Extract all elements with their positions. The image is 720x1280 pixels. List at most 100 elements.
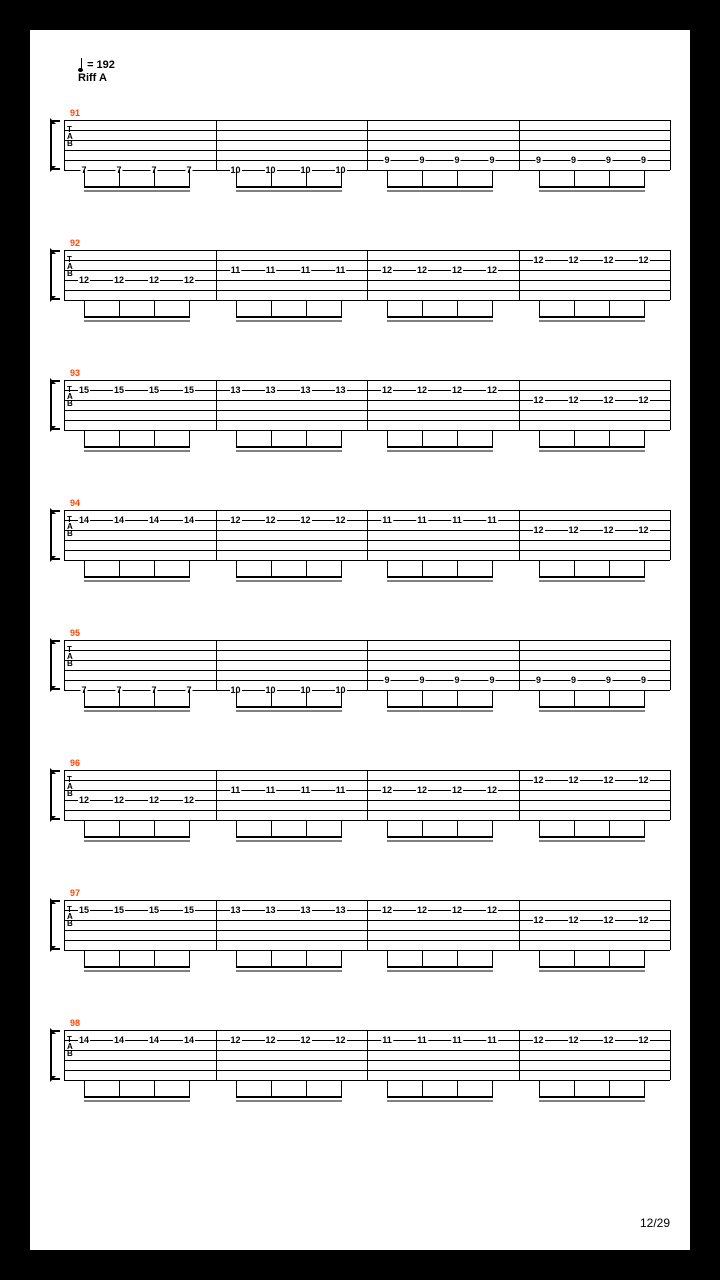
fret-note: 12 [637,255,649,265]
fret-note: 12 [602,775,614,785]
fret-note: 12 [602,525,614,535]
fret-note: 12 [532,525,544,535]
beam-secondary [84,320,190,322]
beam-primary [236,966,342,968]
barline [367,900,368,950]
fret-note: 13 [334,385,346,395]
beam-secondary [236,580,342,582]
barline [519,1030,520,1080]
beam-secondary [539,320,645,322]
beam-primary [387,1096,493,1098]
beam-primary [84,576,190,578]
beam-secondary [387,710,493,712]
tempo-text: = 192 [87,59,115,71]
fret-note: 13 [229,385,241,395]
fret-note: 12 [183,795,195,805]
beam-secondary [84,840,190,842]
beam-secondary [539,450,645,452]
fret-note: 15 [183,905,195,915]
fret-note: 12 [637,915,649,925]
barline [670,770,671,820]
barline [670,1030,671,1080]
fret-note: 12 [381,265,393,275]
barline [519,640,520,690]
beam-primary [539,186,645,188]
tempo-line: = 192 [78,58,115,72]
barline [216,510,217,560]
barline [216,250,217,300]
fret-note: 11 [335,785,347,795]
barline [64,640,65,690]
beams [64,170,670,195]
fret-note: 15 [113,905,125,915]
fret-note: 12 [637,1035,649,1045]
beams [64,690,670,715]
fret-note: 11 [486,1035,498,1045]
beam-primary [84,706,190,708]
beam-secondary [84,970,190,972]
fret-note: 12 [148,275,160,285]
beam-primary [539,446,645,448]
tab-staff: 15151515131313131212121212121212 [64,380,670,430]
measure-number: 92 [70,238,80,248]
fret-note: 12 [602,395,614,405]
system-bracket [50,770,60,820]
fret-note: 12 [451,785,463,795]
system-bracket [50,1030,60,1080]
fret-note: 12 [381,385,393,395]
system-bracket [50,900,60,950]
fret-note: 15 [148,385,160,395]
tab-staff: 77771010101099999999 [64,120,670,170]
fret-note: 13 [229,905,241,915]
beam-secondary [236,190,342,192]
barline [216,1030,217,1080]
beam-primary [236,316,342,318]
fret-note: 12 [229,515,241,525]
beam-secondary [387,580,493,582]
fret-note: 12 [637,395,649,405]
barline [519,120,520,170]
fret-note: 9 [605,155,612,165]
barline [367,250,368,300]
fret-note: 14 [183,515,195,525]
beam-secondary [387,320,493,322]
fret-note: 12 [567,1035,579,1045]
beam-secondary [387,970,493,972]
fret-note: 12 [78,275,90,285]
beam-primary [387,316,493,318]
fret-note: 15 [148,905,160,915]
beam-secondary [236,450,342,452]
sheet-page: = 192 Riff A 91TAB7777101010109999999992… [30,30,690,1250]
tab-staff: 77771010101099999999 [64,640,670,690]
fret-note: 12 [602,915,614,925]
beam-secondary [539,710,645,712]
barline [64,120,65,170]
beam-primary [387,576,493,578]
fret-note: 9 [640,155,647,165]
barline [519,770,520,820]
fret-note: 11 [265,785,277,795]
fret-note: 12 [334,1035,346,1045]
fret-note: 13 [299,385,311,395]
system-bracket [50,120,60,170]
measure-number: 91 [70,108,80,118]
header: = 192 Riff A [78,58,115,84]
fret-note: 11 [451,515,463,525]
tab-staff: 12121212111111111212121212121212 [64,770,670,820]
barline [670,640,671,690]
fret-note: 12 [113,275,125,285]
barline [367,510,368,560]
fret-note: 12 [532,915,544,925]
measure-number: 93 [70,368,80,378]
barline [367,640,368,690]
fret-note: 12 [451,905,463,915]
fret-note: 9 [383,675,390,685]
fret-note: 12 [113,795,125,805]
barline [216,770,217,820]
fret-note: 14 [148,515,160,525]
beam-primary [236,836,342,838]
beam-primary [387,446,493,448]
fret-note: 12 [229,1035,241,1045]
quarter-note-icon [78,58,84,72]
fret-note: 11 [451,1035,463,1045]
